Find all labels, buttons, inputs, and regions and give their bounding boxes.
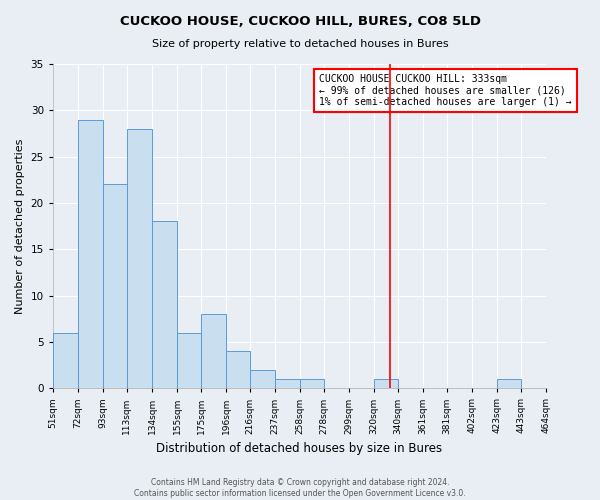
Bar [300,379,324,388]
Text: CUCKOO HOUSE CUCKOO HILL: 333sqm
← 99% of detached houses are smaller (126)
1% o: CUCKOO HOUSE CUCKOO HILL: 333sqm ← 99% o… [319,74,572,107]
Bar [53,332,78,388]
Bar [103,184,127,388]
Bar [127,129,152,388]
Bar [226,351,250,389]
Text: Size of property relative to detached houses in Bures: Size of property relative to detached ho… [152,39,448,49]
Bar [177,332,201,388]
Bar [497,379,521,388]
Text: Contains HM Land Registry data © Crown copyright and database right 2024.
Contai: Contains HM Land Registry data © Crown c… [134,478,466,498]
Y-axis label: Number of detached properties: Number of detached properties [15,138,25,314]
Bar [78,120,103,388]
Bar [250,370,275,388]
Text: CUCKOO HOUSE, CUCKOO HILL, BURES, CO8 5LD: CUCKOO HOUSE, CUCKOO HILL, BURES, CO8 5L… [119,15,481,28]
X-axis label: Distribution of detached houses by size in Bures: Distribution of detached houses by size … [157,442,443,455]
Bar [152,222,177,388]
Bar [275,379,300,388]
Bar [201,314,226,388]
Bar [374,379,398,388]
